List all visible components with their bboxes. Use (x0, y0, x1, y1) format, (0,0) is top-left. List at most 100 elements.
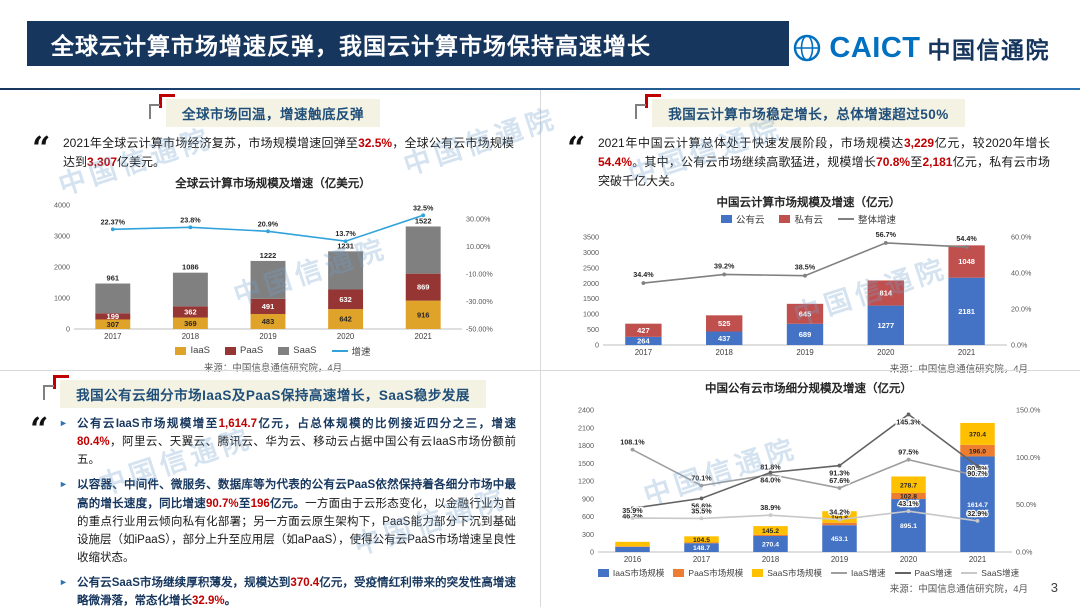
svg-text:40.0%: 40.0% (1011, 268, 1032, 277)
source-segments: 来源：中国信息通信研究院，4月 (889, 584, 1028, 595)
legend-swatch (331, 349, 348, 353)
legend-label: 私有云 (794, 214, 823, 226)
section-public-cloud-segments-chart: 中国公有云市场细分规模及增速（亿元） 0 300 600 900 1200 1500 180… (540, 370, 1080, 607)
svg-text:645: 645 (798, 309, 811, 318)
svg-text:2021: 2021 (968, 555, 985, 564)
legend-label: 公有云 (735, 214, 765, 226)
chart-china-cloud: 0 500 1000 1500 2000 2500 3000 3500 0.0% 20.0% 40.… (583, 229, 1032, 357)
svg-text:3000: 3000 (583, 248, 599, 257)
legend-swatch (894, 571, 911, 575)
svg-text:2000: 2000 (583, 279, 599, 288)
svg-text:600: 600 (582, 512, 594, 521)
svg-text:2016: 2016 (623, 555, 640, 564)
logo-name: 中国信通院 (927, 37, 1050, 63)
svg-text:-50.00%: -50.00% (466, 324, 493, 333)
svg-text:491: 491 (262, 302, 275, 311)
svg-text:689: 689 (798, 330, 811, 339)
svg-text:2020: 2020 (337, 332, 355, 341)
global-market-summary: 2021年全球云计算市场经济复苏，市场规模增速回弹至32.5%，全球公有云市场规… (63, 136, 514, 169)
svg-text:370.4: 370.4 (968, 432, 985, 439)
legend-swatch (961, 571, 978, 575)
chart-public-cloud-segments: 0 300 600 900 1200 1500 1800 2100 2400 0.0% 50.0% 1… (578, 406, 1041, 565)
svg-text:2019: 2019 (830, 555, 847, 564)
section-title-row: 我国公有云细分市场IaaS及PaaS保持高速增长，SaaS稳步发展 (28, 375, 518, 408)
legend-item: SaaS市场规模 (752, 567, 822, 579)
legend-label: PaaS增速 (914, 568, 953, 578)
svg-text:427: 427 (637, 326, 650, 335)
svg-text:362: 362 (184, 307, 197, 316)
svg-text:39.2%: 39.2% (714, 261, 735, 270)
section-title-global: 全球市场回温，增速触底反弹 (149, 94, 380, 127)
quote-mark-icon: “ (30, 410, 49, 448)
svg-text:1500: 1500 (583, 294, 599, 303)
svg-text:1800: 1800 (578, 441, 594, 450)
svg-text:3000: 3000 (54, 231, 70, 240)
svg-text:1614.7: 1614.7 (967, 502, 988, 509)
svg-text:70.1%: 70.1% (691, 474, 712, 483)
legend-label: IaaS (190, 345, 211, 357)
bullet-paas: ► 以容器、中间件、微服务、数据库等为代表的公有云PaaS依然保持着各细分市场中… (59, 476, 516, 567)
svg-text:23.8%: 23.8% (180, 215, 201, 224)
svg-text:50.0%: 50.0% (1016, 500, 1037, 509)
legend-swatch (720, 214, 732, 223)
svg-text:0: 0 (590, 548, 594, 557)
svg-text:525: 525 (717, 319, 730, 328)
section-public-cloud-segments-text: 我国公有云细分市场IaaS及PaaS保持高速增长，SaaS稳步发展 “ ► 公有… (0, 370, 540, 607)
legend-label: PaaS市场规模 (688, 568, 744, 578)
chart-title-segments: 中国公有云市场细分规模及增速（亿元） (705, 383, 912, 395)
logo-abbr: CAICT (829, 31, 921, 64)
legend-swatch (779, 214, 791, 223)
source-china: 来源：中国信息通信研究院，4月 (889, 363, 1028, 375)
svg-text:278.7: 278.7 (899, 482, 916, 489)
svg-text:2018: 2018 (761, 555, 778, 564)
svg-text:869: 869 (417, 283, 430, 292)
legend-swatch (752, 569, 764, 577)
legend-swatch (838, 217, 854, 221)
section-title-segments: 我国公有云细分市场IaaS及PaaS保持高速增长，SaaS稳步发展 (43, 375, 486, 408)
svg-text:0.0%: 0.0% (1011, 340, 1028, 349)
legend-item: 公有云 (720, 212, 765, 226)
chart-title-china: 中国云计算市场规模及增速（亿元） (716, 196, 901, 209)
bullet-arrow-icon: ► (59, 577, 68, 588)
svg-text:2020: 2020 (877, 348, 895, 357)
svg-text:199: 199 (107, 312, 120, 321)
svg-text:2021: 2021 (415, 332, 432, 341)
svg-text:3500: 3500 (583, 232, 599, 241)
svg-text:104.5: 104.5 (692, 537, 709, 544)
legend-item: IaaS市场规模 (597, 567, 664, 579)
svg-text:35.9%: 35.9% (622, 506, 643, 515)
svg-text:1000: 1000 (54, 293, 70, 302)
legend-item: PaaS (225, 345, 263, 356)
legend-label: SaaS增速 (981, 568, 1020, 578)
svg-text:1000: 1000 (583, 310, 599, 319)
svg-text:1200: 1200 (578, 477, 594, 486)
svg-text:453.1: 453.1 (830, 536, 847, 543)
svg-text:2017: 2017 (634, 348, 651, 357)
legend-segments: IaaS市场规模 PaaS市场规模 SaaS市场规模 IaaS增速 PaaS增速 SaaS… (563, 567, 1054, 579)
svg-text:43.1%: 43.1% (898, 499, 919, 508)
svg-text:2020: 2020 (899, 555, 917, 564)
legend-item: 私有云 (779, 212, 823, 226)
svg-text:38.9%: 38.9% (760, 503, 781, 512)
svg-text:369: 369 (184, 319, 197, 328)
svg-text:632: 632 (339, 295, 352, 304)
svg-text:30.00%: 30.00% (466, 214, 491, 223)
section-china-market: 我国云计算市场稳定增长，总体增速超过50% “ 2021年中国云计算总体处于快速… (540, 90, 1080, 375)
legend-item: PaaS市场规模 (673, 567, 743, 579)
svg-text:60.0%: 60.0% (1011, 232, 1032, 241)
legend-label: SaaS (293, 345, 317, 357)
header: 全球云计算市场增速反弹，我国云计算市场保持高速增长 CAICT 中国信通院 (0, 0, 1080, 88)
svg-text:2500: 2500 (583, 263, 599, 272)
svg-text:145.2: 145.2 (761, 528, 778, 535)
svg-text:2181: 2181 (958, 307, 975, 316)
legend-item: SaaS增速 (961, 567, 1019, 579)
svg-text:483: 483 (262, 317, 275, 326)
svg-text:814: 814 (879, 288, 892, 297)
svg-text:54.4%: 54.4% (956, 234, 977, 243)
svg-text:961: 961 (107, 273, 120, 282)
svg-text:56.7%: 56.7% (875, 230, 896, 239)
legend-item: IaaS (175, 345, 210, 356)
svg-text:642: 642 (339, 315, 352, 324)
svg-text:2019: 2019 (259, 332, 276, 341)
svg-text:91.3%: 91.3% (829, 469, 850, 478)
